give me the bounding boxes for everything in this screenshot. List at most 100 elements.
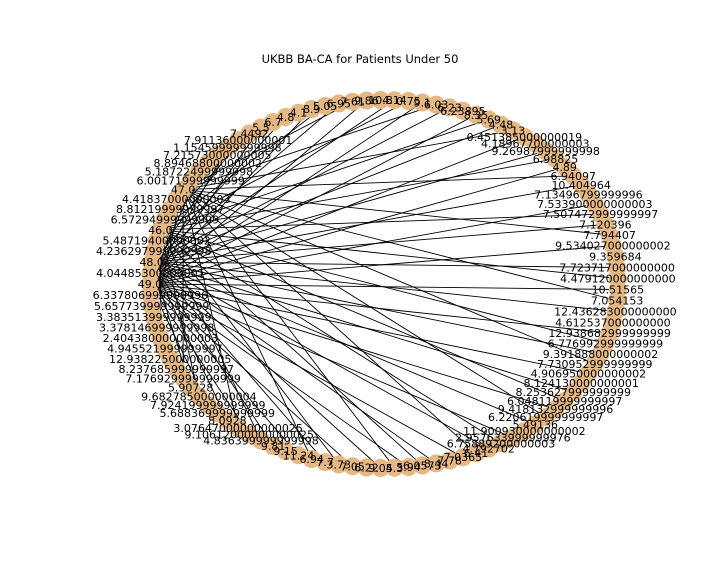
node <box>141 286 160 304</box>
node-label: 12.938225000000005 <box>109 353 231 366</box>
node-layer <box>141 91 627 477</box>
node-label: 4.3 <box>386 462 404 475</box>
node-label: 6.03 <box>424 99 449 112</box>
node-label: 4.1 <box>290 107 308 120</box>
node-label: 10.404964 <box>551 179 611 192</box>
node-label: 8.237685999999997 <box>119 363 234 376</box>
node-label: 5.90728 <box>168 382 214 395</box>
node-label: 8.89468800000002 <box>154 157 262 170</box>
node-label: 6.7 <box>264 116 282 129</box>
node-label: 4.41837000000003 <box>122 193 230 206</box>
node-label: 6.22 <box>354 462 379 475</box>
edge <box>182 189 595 365</box>
node-label: 9.26987999999998 <box>491 145 599 158</box>
node-label: 6.75889200000003 <box>447 437 555 450</box>
node-label: 5.688369999999999 <box>160 407 275 420</box>
node <box>357 458 376 477</box>
edge <box>151 224 606 263</box>
node-label: 4.792702 <box>462 443 515 456</box>
node-label: 8.0928 <box>208 415 247 428</box>
node-label: 4.04485300000001 <box>96 267 204 280</box>
node-label: 6.98825 <box>533 153 579 166</box>
node-label: 9.15 <box>273 445 298 458</box>
node-label: 4.89 <box>552 161 577 174</box>
edge <box>151 261 574 393</box>
node-label: 10.51565 <box>592 284 645 297</box>
edge <box>151 99 395 263</box>
node-label: 6.23 <box>437 101 462 114</box>
node <box>427 454 446 473</box>
edge <box>151 150 546 263</box>
edge <box>151 261 381 469</box>
node <box>371 91 390 109</box>
edge <box>160 229 606 344</box>
node-label: 6.94 <box>299 453 324 466</box>
node-label: 5.05 <box>313 100 338 113</box>
node-label: 11.900930000000002 <box>463 425 585 438</box>
node-label: 7.13496799999996 <box>534 188 642 201</box>
edge <box>151 261 489 449</box>
node <box>343 92 362 111</box>
node-label: 6.048119999999997 <box>507 395 622 408</box>
node-label: 4.945521999999997 <box>107 343 222 356</box>
node-label: 5.18722499999998 <box>145 165 253 178</box>
node-label: 6.41 <box>464 447 489 460</box>
edge <box>183 175 574 191</box>
node-label: 7.176929999999999 <box>125 372 240 385</box>
node-label: 10.8 <box>368 94 393 107</box>
node-label: 6.220619999999997 <box>488 411 603 424</box>
node-label: 7.78 <box>437 455 462 468</box>
node-label: 4.836399999999998 <box>203 435 318 448</box>
edge <box>160 100 409 231</box>
node <box>427 95 446 114</box>
node-label: 9.391888000000002 <box>543 348 658 361</box>
node-label: 9.418132999999996 <box>498 403 613 416</box>
node <box>329 455 348 474</box>
edge <box>182 189 239 429</box>
node-label: 46.0 <box>148 224 173 237</box>
node-label: 4.906950000000002 <box>531 368 646 381</box>
node-label: 8.253627999999999 <box>516 386 631 399</box>
node-label: 3.07647000000000025 <box>173 422 302 435</box>
node <box>385 91 404 110</box>
node-label: 6.337806999999996 <box>93 289 208 302</box>
node-label: 9.682785000000004 <box>141 391 256 404</box>
node-label: 9.86 <box>354 95 379 108</box>
node <box>343 457 362 476</box>
node-label: 7.054153 <box>591 295 644 308</box>
node-label: 8.124130000000001 <box>523 377 638 390</box>
edge <box>160 229 423 466</box>
edge <box>151 261 536 425</box>
edge <box>160 229 502 444</box>
node-label: 0.75 <box>396 95 421 108</box>
node <box>316 453 335 472</box>
node-label: 4.612537000000000 <box>555 316 670 329</box>
node-label: 8.81219999999997 <box>116 203 224 216</box>
node-label: 2.957633999999976 <box>455 432 570 445</box>
edge <box>183 129 513 191</box>
node-label: 9.05 <box>368 462 393 475</box>
edge <box>151 261 326 463</box>
node-label: 7.723717000000000 <box>559 262 674 275</box>
node-label: 8.9 <box>303 103 321 116</box>
node-label: 5.657739999999999 <box>94 300 209 313</box>
node-label: 7.794407 <box>583 229 636 242</box>
node-label: 7.91136000000001 <box>184 134 292 147</box>
node <box>329 94 348 113</box>
node-label: 12.436283000000000 <box>554 305 676 318</box>
edge <box>151 261 437 464</box>
node-label: 7.507472999999997 <box>543 208 658 221</box>
edge <box>151 261 601 355</box>
edge <box>160 213 601 231</box>
node-label: 47.0 <box>171 184 196 197</box>
node-label: 6.00171999999999 <box>136 174 244 187</box>
node-label: 4.14 <box>382 94 407 107</box>
node <box>399 92 418 110</box>
node-label: 6.0573 <box>403 460 442 473</box>
node-label: 7.05 <box>340 460 365 473</box>
node-label: 49.0 <box>138 278 163 291</box>
edge <box>149 136 525 285</box>
label-layer: 49.04.0448530000000148.04.23629799999999… <box>93 94 677 475</box>
node-label: 7.730952999999999 <box>537 358 652 371</box>
